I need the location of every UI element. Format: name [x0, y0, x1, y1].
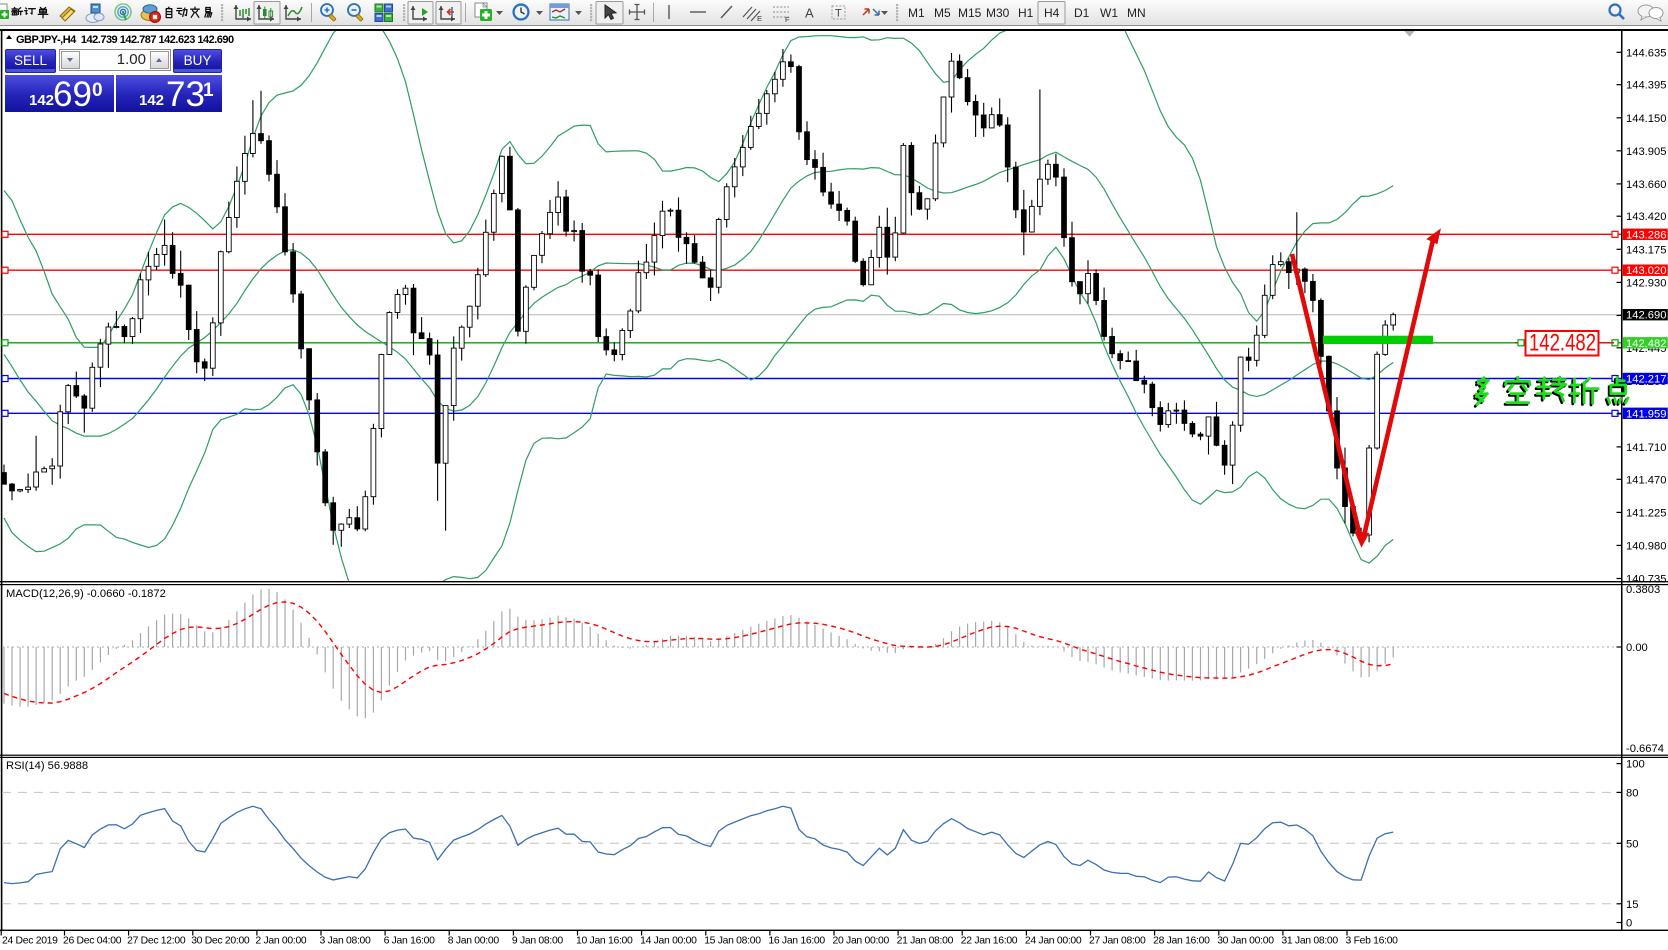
- svg-text:143.286: 143.286: [1626, 229, 1666, 241]
- svg-text:27 Jan 08:00: 27 Jan 08:00: [1089, 936, 1146, 947]
- svg-text:15: 15: [1626, 899, 1638, 911]
- svg-text:142.217: 142.217: [1626, 374, 1666, 386]
- svg-text:140.980: 140.980: [1626, 540, 1666, 552]
- svg-text:21 Jan 08:00: 21 Jan 08:00: [897, 936, 954, 947]
- svg-text:140.735: 140.735: [1626, 574, 1666, 586]
- svg-text:80: 80: [1626, 787, 1638, 799]
- svg-text:E: E: [757, 14, 762, 23]
- svg-text:144.635: 144.635: [1626, 47, 1666, 59]
- svg-text:3 Feb 16:00: 3 Feb 16:00: [1346, 936, 1399, 947]
- svg-text:141.710: 141.710: [1626, 442, 1666, 454]
- svg-text:10 Jan 16:00: 10 Jan 16:00: [576, 936, 633, 947]
- svg-text:M5: M5: [934, 6, 951, 20]
- svg-text:D1: D1: [1074, 6, 1090, 20]
- svg-text:143.905: 143.905: [1626, 146, 1666, 158]
- svg-text:0.00: 0.00: [1626, 642, 1648, 654]
- svg-text:9 Jan 08:00: 9 Jan 08:00: [512, 936, 564, 947]
- svg-text:M15: M15: [958, 6, 982, 20]
- svg-text:24 Dec 2019: 24 Dec 2019: [2, 936, 58, 947]
- svg-text:142.482: 142.482: [1626, 338, 1666, 350]
- svg-text:MN: MN: [1127, 6, 1146, 20]
- svg-text:144.150: 144.150: [1626, 113, 1666, 125]
- svg-text:W1: W1: [1100, 6, 1118, 20]
- svg-text:M30: M30: [986, 6, 1010, 20]
- svg-text:141.225: 141.225: [1626, 507, 1666, 519]
- svg-text:14 Jan 00:00: 14 Jan 00:00: [640, 936, 697, 947]
- svg-text:142.690: 142.690: [1626, 310, 1666, 322]
- svg-text:50: 50: [1626, 838, 1638, 850]
- svg-text:6 Jan 16:00: 6 Jan 16:00: [384, 936, 436, 947]
- svg-text:27 Dec 12:00: 27 Dec 12:00: [127, 936, 186, 947]
- svg-text:28 Jan 16:00: 28 Jan 16:00: [1153, 936, 1210, 947]
- svg-text:100: 100: [1626, 759, 1645, 771]
- svg-text:22 Jan 16:00: 22 Jan 16:00: [961, 936, 1018, 947]
- svg-text:H4: H4: [1044, 6, 1060, 20]
- svg-text:143.175: 143.175: [1626, 244, 1666, 256]
- svg-text:30 Jan 00:00: 30 Jan 00:00: [1217, 936, 1274, 947]
- svg-text:0: 0: [1626, 918, 1632, 930]
- svg-text:-0.6674: -0.6674: [1626, 743, 1664, 755]
- svg-text:142.930: 142.930: [1626, 277, 1666, 289]
- svg-text:142.482: 142.482: [1529, 330, 1596, 357]
- svg-text:20 Jan 00:00: 20 Jan 00:00: [833, 936, 890, 947]
- svg-text:RSI(14) 56.9888: RSI(14) 56.9888: [6, 760, 88, 772]
- svg-text:141.959: 141.959: [1626, 408, 1666, 420]
- svg-text:8 Jan 00:00: 8 Jan 00:00: [448, 936, 500, 947]
- svg-text:3 Jan 08:00: 3 Jan 08:00: [320, 936, 372, 947]
- svg-text:M1: M1: [908, 6, 925, 20]
- svg-text:A: A: [805, 6, 814, 21]
- svg-text:26 Dec 04:00: 26 Dec 04:00: [63, 936, 122, 947]
- svg-text:2 Jan 00:00: 2 Jan 00:00: [255, 936, 307, 947]
- svg-text:24 Jan 00:00: 24 Jan 00:00: [1025, 936, 1082, 947]
- svg-text:143.020: 143.020: [1626, 265, 1666, 277]
- svg-text:MACD(12,26,9) -0.0660 -0.1872: MACD(12,26,9) -0.0660 -0.1872: [6, 588, 166, 600]
- svg-text:31 Jan 08:00: 31 Jan 08:00: [1281, 936, 1338, 947]
- svg-text:F: F: [785, 15, 790, 24]
- svg-text:30 Dec 20:00: 30 Dec 20:00: [191, 936, 250, 947]
- svg-text:15 Jan 08:00: 15 Jan 08:00: [704, 936, 761, 947]
- svg-text:141.470: 141.470: [1626, 474, 1666, 486]
- svg-text:0.3803: 0.3803: [1626, 584, 1660, 596]
- svg-text:143.420: 143.420: [1626, 211, 1666, 223]
- svg-text:T: T: [835, 8, 842, 20]
- svg-text:144.395: 144.395: [1626, 80, 1666, 92]
- svg-text:H1: H1: [1018, 6, 1034, 20]
- svg-text:143.660: 143.660: [1626, 179, 1666, 191]
- svg-text:16 Jan 16:00: 16 Jan 16:00: [768, 936, 825, 947]
